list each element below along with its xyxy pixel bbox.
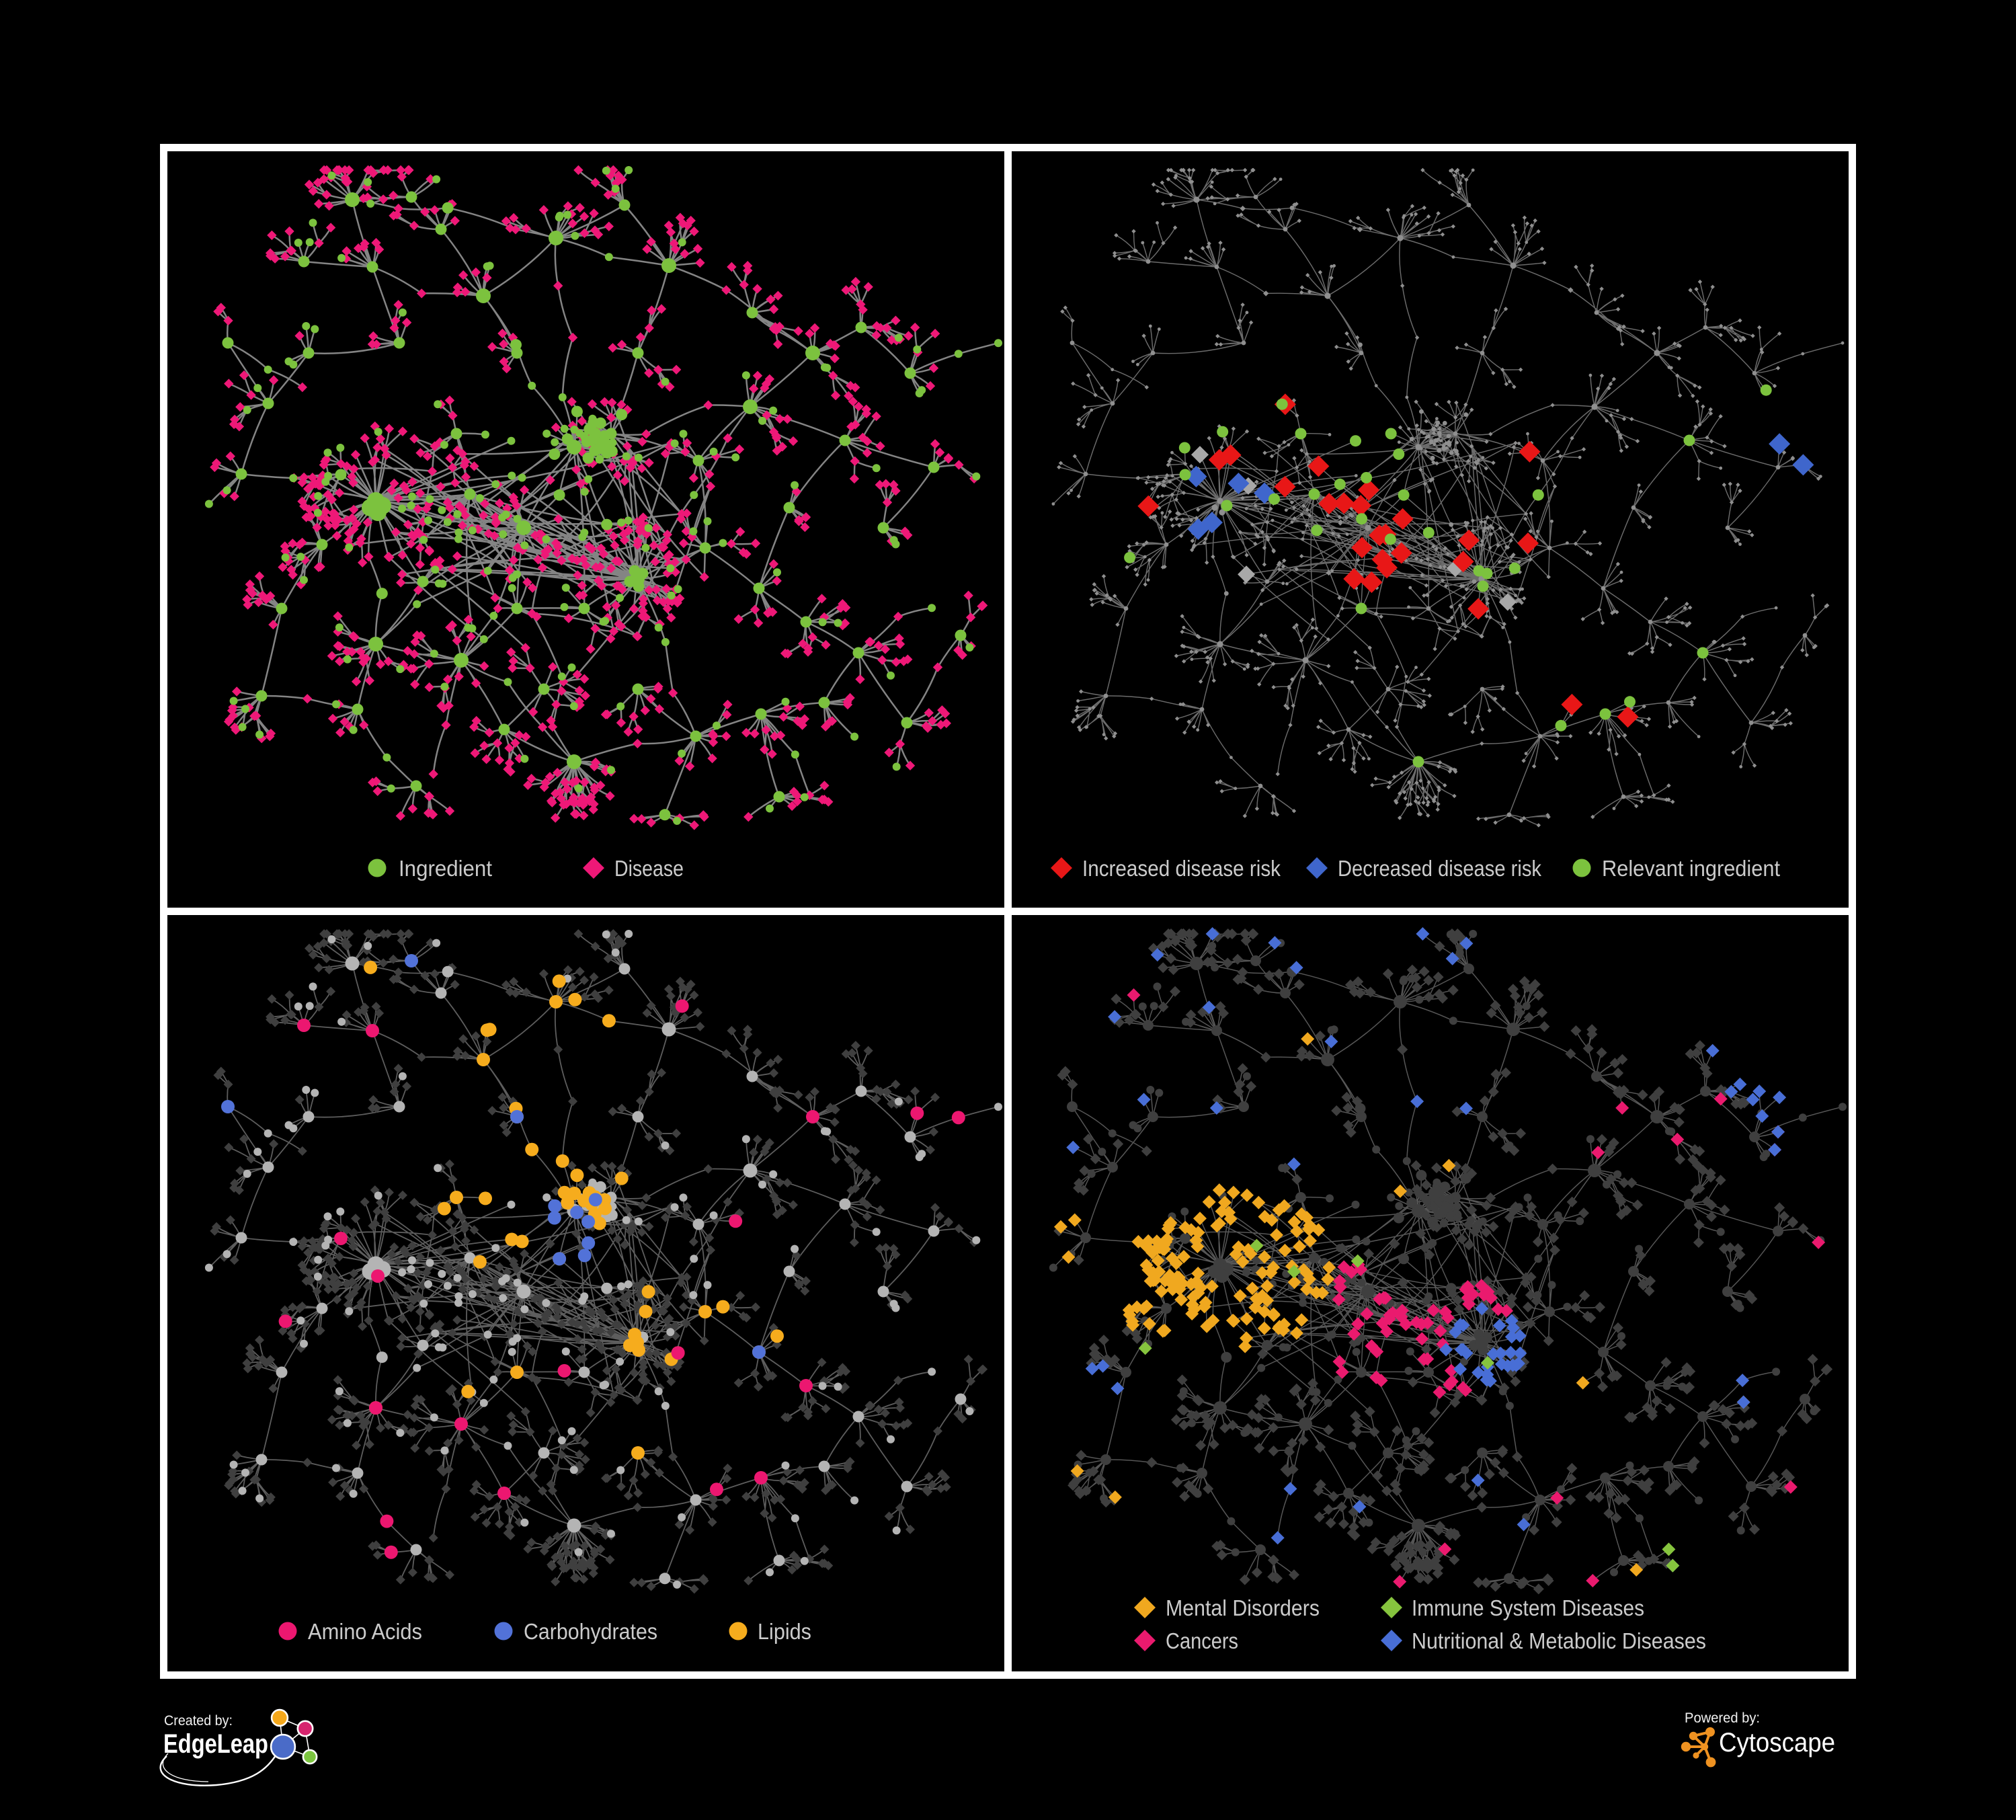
svg-text:Cancers: Cancers — [1166, 1628, 1238, 1653]
svg-text:Disease: Disease — [614, 856, 684, 881]
svg-text:Immune System Diseases: Immune System Diseases — [1412, 1595, 1644, 1620]
svg-text:Nutritional & Metabolic Diseas: Nutritional & Metabolic Diseases — [1412, 1628, 1706, 1653]
svg-text:Powered by:: Powered by: — [1685, 1710, 1760, 1726]
svg-text:Decreased disease risk: Decreased disease risk — [1338, 856, 1541, 881]
svg-text:Relevant ingredient: Relevant ingredient — [1602, 856, 1780, 881]
svg-text:Cytoscape: Cytoscape — [1719, 1728, 1835, 1757]
svg-text:Amino Acids: Amino Acids — [308, 1619, 422, 1644]
svg-text:Carbohydrates: Carbohydrates — [524, 1619, 657, 1644]
svg-text:Created by:: Created by: — [164, 1713, 233, 1729]
svg-text:Ingredient: Ingredient — [399, 856, 492, 881]
svg-text:Mental Disorders: Mental Disorders — [1166, 1595, 1320, 1620]
svg-text:Increased disease risk: Increased disease risk — [1082, 856, 1281, 881]
svg-text:Lipids: Lipids — [758, 1619, 811, 1644]
svg-text:EdgeLeap: EdgeLeap — [163, 1729, 268, 1759]
